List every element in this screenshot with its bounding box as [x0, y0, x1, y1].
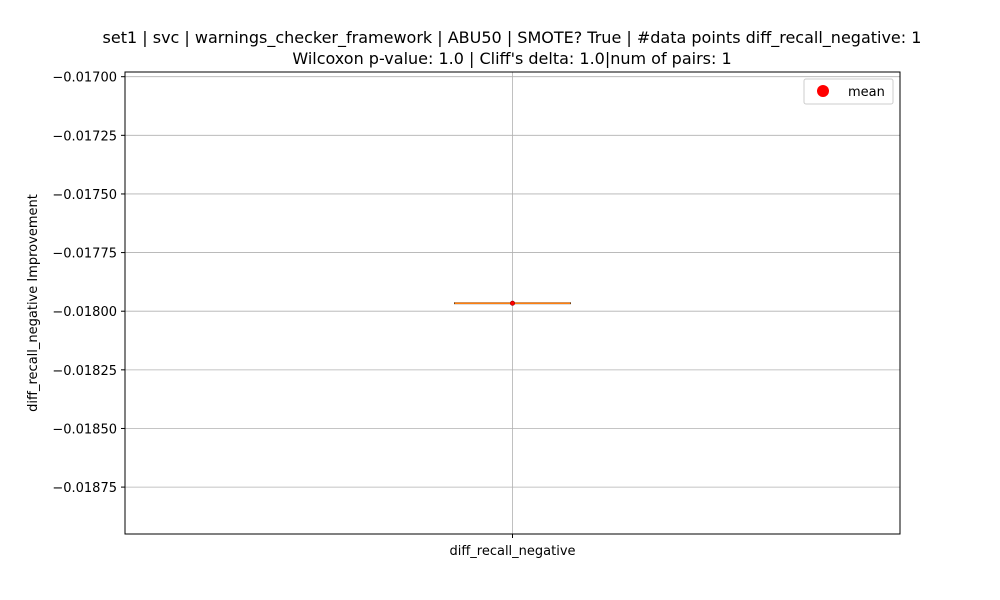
y-tick-label: −0.01750 [52, 188, 117, 203]
y-axis-label: diff_recall_negative Improvement [26, 194, 41, 412]
x-tick-layer: diff_recall_negative [449, 534, 576, 559]
y-tick-label: −0.01775 [52, 247, 117, 262]
y-tick-layer: −0.01700 −0.01725 −0.01750 −0.01775 −0.01800… [52, 71, 125, 496]
legend-mean-marker [817, 85, 829, 97]
box-layer [454, 300, 571, 306]
plot-area-frame [124, 71, 901, 535]
x-tick-label: diff_recall_negative [449, 544, 575, 559]
y-tick-label: −0.01800 [52, 305, 117, 320]
y-tick-label: −0.01725 [52, 129, 117, 144]
grid-layer [125, 72, 900, 534]
legend-frame [803, 78, 894, 105]
y-tick-label: −0.01825 [52, 364, 117, 379]
chart-title-line-2: Wilcoxon p-value: 1.0 | Cliff's delta: 1… [292, 49, 731, 68]
y-tick-label: −0.01700 [52, 71, 117, 86]
legend-mean-label: mean [848, 85, 885, 100]
y-tick-label: −0.01875 [52, 481, 117, 496]
y-tick-label: −0.01850 [52, 422, 117, 437]
chart-title-line-1: set1 | svc | warnings_checker_framework … [103, 28, 922, 48]
legend: mean [803, 78, 894, 105]
box-mean-point [509, 300, 515, 306]
